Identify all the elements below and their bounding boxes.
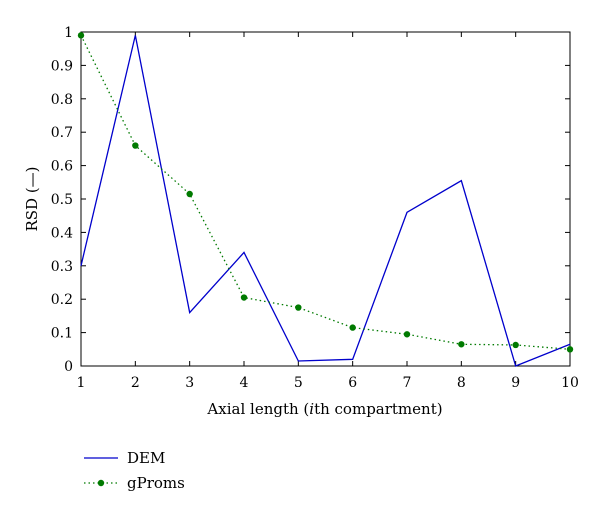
data-point-gproms (512, 341, 519, 349)
data-point-gproms (403, 331, 411, 338)
x-tick-label: 10 (561, 375, 579, 391)
data-point-gproms (186, 190, 193, 198)
y-tick-label: 0.8 (51, 92, 73, 108)
y-tick-label: 1 (64, 25, 73, 41)
y-tick-label: 0.2 (51, 292, 73, 308)
x-tick-label: 8 (457, 375, 466, 391)
data-point-gproms (240, 294, 248, 301)
x-axis-label: Axial length (ith compartment) (206, 400, 442, 418)
x-tick-label: 5 (294, 375, 303, 391)
data-point-gproms (77, 32, 85, 39)
series-layer (77, 32, 574, 367)
legend-marker-gproms (97, 479, 105, 487)
y-axis-label: RSD (—) (23, 166, 41, 231)
series-line-gproms (80, 35, 571, 350)
y-tick-label: 0.5 (51, 192, 73, 208)
data-point-gproms (132, 142, 139, 149)
x-tick-label: 7 (403, 375, 412, 391)
y-tick-label: 0.1 (51, 326, 73, 342)
axis-tick-labels: 1 2 3 4 5 6 7 8 9 10 0 0.1 0.2 0.3 0.4 0.5 0.6 0.7 0.8 0.9 1 (51, 25, 579, 391)
x-tick-label: 3 (185, 375, 194, 391)
series-line-dem (80, 35, 571, 367)
y-tick-label: 0.3 (51, 259, 73, 275)
legend-label-dem: DEM (127, 449, 165, 467)
legend: DEM gProms (84, 449, 185, 492)
y-tick-label: 0.7 (51, 125, 73, 141)
legend-label-gproms: gProms (127, 474, 185, 492)
x-tick-label: 1 (77, 375, 86, 391)
axis-ticks (80, 31, 571, 367)
plot-area (80, 31, 571, 367)
x-tick-label: 4 (240, 375, 249, 391)
data-point-gproms (458, 341, 465, 348)
y-tick-label: 0 (64, 359, 73, 375)
data-point-gproms (566, 346, 574, 353)
y-tick-label: 0.6 (51, 159, 73, 175)
x-tick-label: 9 (511, 375, 520, 391)
y-tick-label: 0.4 (51, 225, 73, 241)
data-point-gproms (295, 304, 302, 311)
y-tick-label: 0.9 (51, 58, 73, 74)
data-point-gproms (349, 324, 356, 331)
x-tick-label: 6 (348, 375, 357, 391)
x-tick-label: 2 (131, 375, 140, 391)
